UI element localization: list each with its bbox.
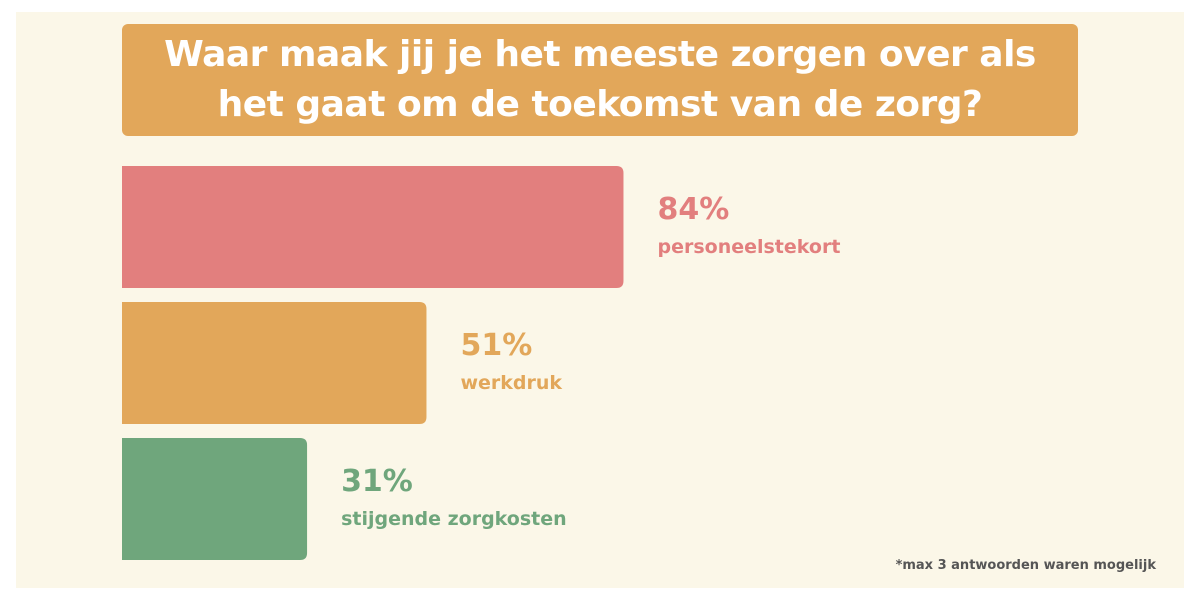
footnote: *max 3 antwoorden waren mogelijk bbox=[895, 558, 1156, 573]
category-label: personeelstekort bbox=[657, 236, 840, 258]
value-label: 51% bbox=[460, 328, 532, 363]
category-label: stijgende zorgkosten bbox=[341, 508, 567, 530]
bar-personeelstekort bbox=[122, 166, 624, 288]
bar-werkdruk bbox=[122, 302, 427, 424]
chart-title: Waar maak jij je het meeste zorgen over … bbox=[164, 34, 1036, 125]
bar-stijgende-zorgkosten bbox=[122, 438, 308, 560]
category-label: werkdruk bbox=[460, 372, 562, 394]
chart-canvas: Waar maak jij je het meeste zorgen over … bbox=[16, 12, 1184, 588]
value-label: 31% bbox=[341, 464, 413, 499]
value-label: 84% bbox=[657, 192, 729, 227]
bar-chart: 84% personeelstekort 51% werkdruk 31% stijgen… bbox=[122, 166, 840, 560]
title-banner: Waar maak jij je het meeste zorgen over … bbox=[122, 24, 1078, 136]
